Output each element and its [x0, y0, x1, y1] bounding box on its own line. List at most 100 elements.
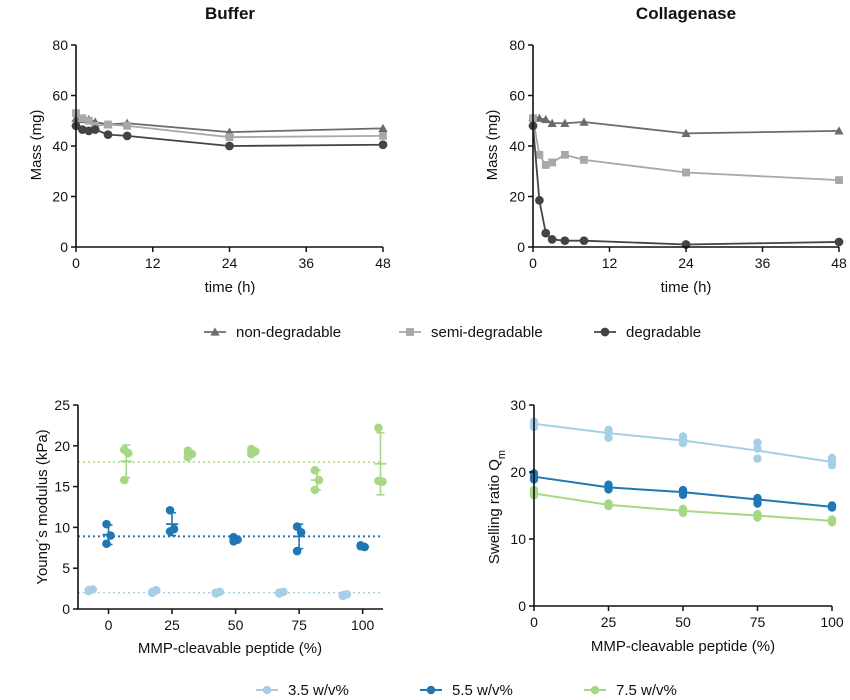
x-tick-label: 48 [831, 255, 847, 271]
x-tick-label: 0 [72, 255, 80, 271]
data-point-7.5 w/v% [247, 449, 256, 459]
data-point-degradable [122, 131, 132, 141]
y-tick-label: 0 [62, 601, 70, 617]
data-point-7.5 w/v% [119, 475, 129, 485]
chart-title: Buffer [205, 4, 255, 23]
data-point-7.5 w/v% [374, 423, 383, 433]
y-tick-label: 10 [510, 531, 526, 547]
legend-label: semi-degradable [431, 324, 543, 341]
data-point-non-degradable [560, 118, 570, 127]
legend-label: non-degradable [236, 324, 341, 341]
data-point-5.5 w/v% [229, 536, 238, 546]
y-tick-label: 80 [509, 37, 525, 53]
y-tick-label: 0 [518, 598, 526, 614]
data-point-3.5 w/v% [604, 433, 613, 443]
data-point-semi-degradable [548, 158, 557, 167]
data-point-non-degradable [378, 123, 388, 133]
data-point-degradable [541, 228, 551, 238]
legend-concentration: 3.5 w/v% 5.5 w/v% 7.5 w/v% [256, 682, 677, 699]
data-point-degradable [547, 235, 557, 244]
data-point-7.5 w/v% [310, 485, 320, 495]
data-point-3.5 w/v% [338, 590, 348, 600]
data-point-semi-degradable [78, 114, 87, 123]
y-tick-label: 40 [52, 138, 68, 154]
data-point-non-degradable [579, 117, 589, 126]
x-tick-label: 0 [529, 255, 537, 271]
x-tick-label: 75 [750, 614, 766, 630]
chart-swelling-ratio: Swelling ratio Qm MMP-cleavable peptide … [486, 397, 844, 655]
data-point-5.5 w/v% [753, 499, 762, 508]
data-point-3.5 w/v% [147, 587, 157, 597]
data-point-5.5 w/v% [604, 485, 613, 494]
y-tick-label: 5 [62, 560, 70, 576]
data-point-non-degradable [541, 114, 551, 124]
data-point-semi-degradable [580, 155, 588, 164]
data-point-semi-degradable [84, 116, 93, 125]
data-point-3.5 w/v% [827, 461, 837, 470]
data-point-semi-degradable [682, 168, 690, 177]
data-point-non-degradable [681, 128, 691, 138]
data-point-degradable [535, 195, 544, 205]
x-tick-label: 12 [602, 255, 618, 271]
data-point-5.5 w/v% [106, 531, 115, 540]
x-tick-label: 25 [601, 614, 617, 630]
data-point-degradable [90, 125, 100, 134]
data-point-7.5 w/v% [827, 518, 837, 527]
data-point-5.5 w/v% [102, 539, 111, 549]
data-point-5.5 w/v% [296, 527, 306, 537]
legend-label: degradable [626, 324, 701, 341]
data-point-semi-degradable [104, 120, 112, 129]
data-point-semi-degradable [560, 150, 569, 159]
legend-triangle-icon [210, 327, 220, 336]
data-point-7.5 w/v% [183, 452, 193, 462]
legend-label: 5.5 w/v% [452, 682, 513, 699]
data-point-7.5 w/v% [314, 475, 324, 485]
y-tick-label: 20 [52, 189, 68, 205]
legend-circle-icon [426, 685, 436, 695]
data-point-semi-degradable [379, 131, 387, 140]
data-point-non-degradable [834, 126, 844, 135]
data-point-degradable [378, 140, 388, 150]
legend-circle-icon [262, 685, 272, 695]
axes [75, 45, 383, 248]
x-tick-label: 36 [755, 255, 771, 271]
y-tick-label: 80 [52, 37, 68, 53]
axes [532, 45, 839, 248]
x-axis-label: time (h) [205, 279, 256, 296]
y-tick-label: 40 [509, 138, 525, 154]
y-axis-label: Mass (mg) [484, 110, 501, 181]
y-axis-label: Young´s modulus (kPa) [34, 429, 51, 584]
data-point-7.5 w/v% [374, 476, 383, 486]
data-point-3.5 w/v% [275, 589, 284, 598]
y-tick-label: 20 [54, 438, 70, 454]
data-point-5.5 w/v% [102, 519, 111, 529]
legend-square-icon [406, 328, 414, 336]
data-point-degradable [103, 130, 113, 140]
data-point-5.5 w/v% [292, 546, 302, 556]
y-tick-label: 0 [517, 239, 525, 255]
x-tick-label: 36 [298, 255, 314, 271]
data-point-7.5 w/v% [123, 448, 133, 458]
data-point-7.5 w/v% [753, 513, 762, 522]
x-tick-label: 12 [145, 255, 161, 271]
chart-title: Collagenase [636, 4, 736, 23]
x-tick-label: 50 [228, 617, 244, 633]
x-tick-label: 100 [820, 614, 844, 630]
data-point-degradable [225, 141, 234, 151]
data-point-7.5 w/v% [310, 465, 320, 475]
x-tick-label: 24 [222, 255, 238, 271]
x-tick-label: 50 [675, 614, 691, 630]
x-tick-label: 75 [291, 617, 307, 633]
axes [533, 405, 832, 607]
legend-label: 3.5 w/v% [288, 682, 349, 699]
axes [77, 405, 383, 610]
data-point-semi-degradable [123, 121, 132, 130]
y-tick-label: 0 [60, 239, 68, 255]
y-tick-label: 25 [54, 397, 70, 413]
data-point-degradable [560, 236, 570, 246]
data-point-degradable [834, 237, 844, 247]
data-point-semi-degradable [225, 133, 234, 142]
x-axis-label: MMP-cleavable peptide (%) [591, 638, 775, 655]
x-tick-label: 24 [678, 255, 694, 271]
x-axis-label: time (h) [661, 279, 712, 296]
